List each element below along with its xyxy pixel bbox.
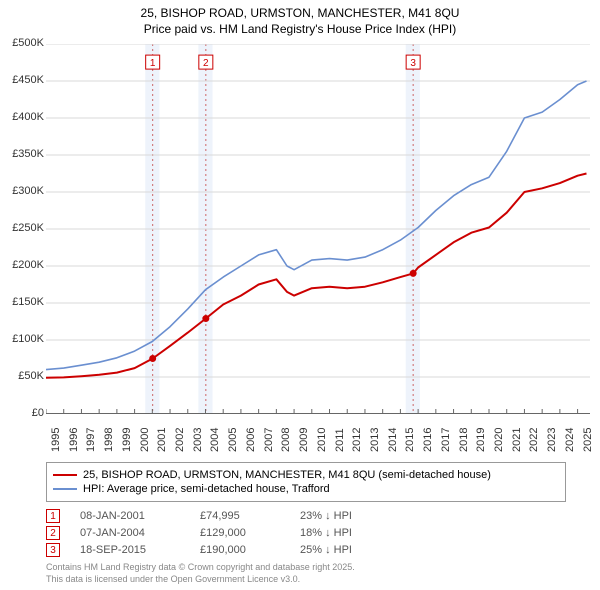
legend-row: HPI: Average price, semi-detached house,…: [53, 483, 559, 495]
x-tick-label: 1997: [85, 428, 97, 452]
line-chart: 1 2 3: [46, 44, 590, 414]
event-row: 1 08-JAN-2001 £74,995 23% ↓ HPI: [46, 509, 566, 523]
y-tick-label: £300K: [0, 185, 44, 197]
chart-area: 1 2 3: [46, 44, 590, 414]
x-tick-label: 2020: [493, 428, 505, 452]
y-tick-label: £0: [0, 407, 44, 419]
x-tick-label: 2025: [582, 428, 594, 452]
svg-text:3: 3: [410, 58, 416, 69]
credit: Contains HM Land Registry data © Crown c…: [46, 562, 355, 585]
x-tick-label: 1998: [103, 428, 115, 452]
x-tick-label: 2017: [440, 428, 452, 452]
y-tick-label: £250K: [0, 222, 44, 234]
y-tick-label: £100K: [0, 333, 44, 345]
x-tick-label: 2016: [422, 428, 434, 452]
x-tick-label: 2000: [139, 428, 151, 452]
event-price: £190,000: [200, 544, 280, 556]
legend-label: 25, BISHOP ROAD, URMSTON, MANCHESTER, M4…: [83, 469, 491, 481]
event-marker-icon: 1: [46, 509, 60, 523]
x-tick-label: 2013: [369, 428, 381, 452]
title-line1: 25, BISHOP ROAD, URMSTON, MANCHESTER, M4…: [0, 6, 600, 22]
event-row: 2 07-JAN-2004 £129,000 18% ↓ HPI: [46, 526, 566, 540]
x-tick-label: 2010: [316, 428, 328, 452]
x-tick-label: 2004: [209, 428, 221, 452]
legend-swatch: [53, 488, 77, 490]
event-marker-icon: 2: [46, 526, 60, 540]
x-tick-label: 2019: [475, 428, 487, 452]
y-tick-label: £50K: [0, 370, 44, 382]
x-tick-label: 1996: [68, 428, 80, 452]
event-price: £129,000: [200, 527, 280, 539]
x-tick-label: 1999: [121, 428, 133, 452]
legend-label: HPI: Average price, semi-detached house,…: [83, 483, 330, 495]
event-date: 07-JAN-2004: [80, 527, 180, 539]
legend: 25, BISHOP ROAD, URMSTON, MANCHESTER, M4…: [46, 462, 566, 502]
y-tick-label: £400K: [0, 111, 44, 123]
y-tick-label: £450K: [0, 74, 44, 86]
x-tick-label: 2003: [192, 428, 204, 452]
event-date: 18-SEP-2015: [80, 544, 180, 556]
x-tick-label: 1995: [50, 428, 62, 452]
event-delta: 25% ↓ HPI: [300, 544, 352, 556]
x-tick-label: 2024: [564, 428, 576, 452]
y-tick-label: £350K: [0, 148, 44, 160]
event-date: 08-JAN-2001: [80, 510, 180, 522]
y-tick-label: £500K: [0, 37, 44, 49]
title-line2: Price paid vs. HM Land Registry's House …: [0, 22, 600, 38]
x-tick-label: 2023: [546, 428, 558, 452]
chart-title: 25, BISHOP ROAD, URMSTON, MANCHESTER, M4…: [0, 0, 600, 37]
svg-text:2: 2: [203, 58, 209, 69]
event-row: 3 18-SEP-2015 £190,000 25% ↓ HPI: [46, 543, 566, 557]
event-table: 1 08-JAN-2001 £74,995 23% ↓ HPI 2 07-JAN-2004…: [46, 506, 566, 560]
event-marker-icon: 3: [46, 543, 60, 557]
event-price: £74,995: [200, 510, 280, 522]
x-tick-label: 2006: [245, 428, 257, 452]
x-tick-label: 2005: [227, 428, 239, 452]
credit-line2: This data is licensed under the Open Gov…: [46, 574, 355, 586]
svg-text:1: 1: [150, 58, 156, 69]
y-tick-label: £200K: [0, 259, 44, 271]
x-tick-label: 2012: [351, 428, 363, 452]
event-delta: 18% ↓ HPI: [300, 527, 352, 539]
x-tick-label: 2002: [174, 428, 186, 452]
x-tick-label: 2011: [334, 428, 346, 452]
credit-line1: Contains HM Land Registry data © Crown c…: [46, 562, 355, 574]
x-tick-label: 2001: [156, 428, 168, 452]
x-tick-label: 2021: [511, 428, 523, 452]
x-tick-label: 2022: [528, 428, 540, 452]
x-tick-label: 2009: [298, 428, 310, 452]
legend-row: 25, BISHOP ROAD, URMSTON, MANCHESTER, M4…: [53, 469, 559, 481]
x-tick-label: 2014: [387, 428, 399, 452]
event-delta: 23% ↓ HPI: [300, 510, 352, 522]
x-tick-label: 2018: [458, 428, 470, 452]
y-tick-label: £150K: [0, 296, 44, 308]
x-tick-label: 2015: [404, 428, 416, 452]
x-tick-label: 2007: [263, 428, 275, 452]
x-tick-label: 2008: [280, 428, 292, 452]
legend-swatch: [53, 474, 77, 476]
